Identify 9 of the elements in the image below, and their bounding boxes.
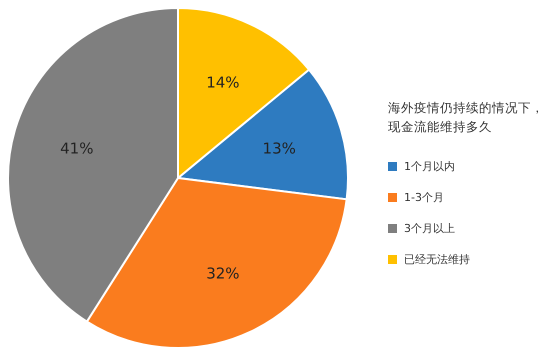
legend-label: 已经无法维持	[404, 253, 470, 266]
legend-label: 1个月以内	[404, 160, 455, 173]
data-label: 41%	[60, 140, 94, 158]
data-label: 13%	[262, 140, 296, 158]
data-label: 14%	[206, 74, 240, 92]
legend-title: 海外疫情仍持续的情况下，现金流能维持多久	[388, 100, 544, 134]
legend-label: 3个月以上	[404, 222, 455, 235]
data-label: 32%	[206, 264, 240, 282]
legend-label: 1-3个月	[404, 191, 444, 204]
